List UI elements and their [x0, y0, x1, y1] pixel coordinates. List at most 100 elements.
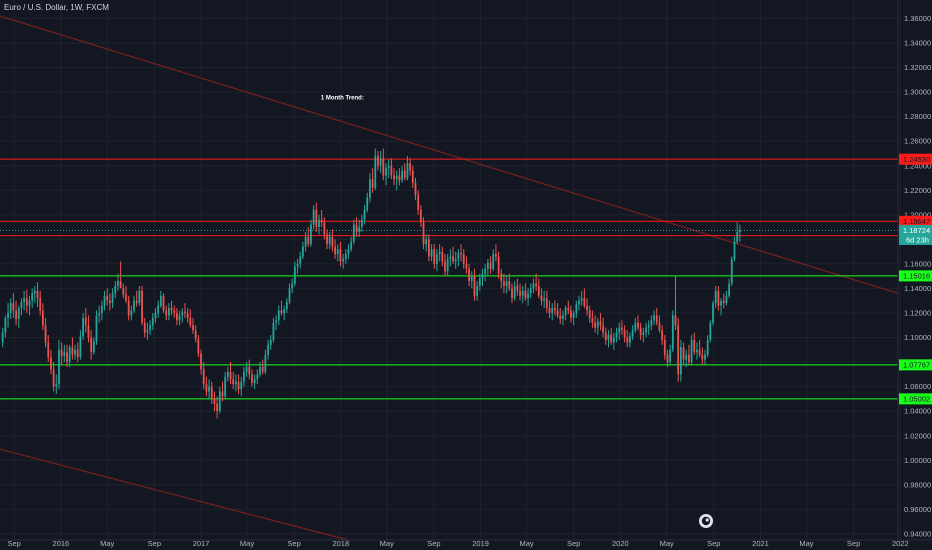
- candle[interactable]: [339, 241, 342, 267]
- candle[interactable]: [551, 303, 554, 321]
- candle[interactable]: [157, 300, 160, 318]
- candle[interactable]: [90, 330, 93, 360]
- candle[interactable]: [117, 273, 119, 291]
- candle[interactable]: [17, 305, 20, 328]
- candle[interactable]: [267, 339, 269, 360]
- candle[interactable]: [663, 335, 666, 360]
- candle[interactable]: [666, 349, 669, 367]
- candle[interactable]: [556, 303, 559, 318]
- candle[interactable]: [245, 362, 248, 377]
- candle[interactable]: [441, 246, 444, 267]
- candle[interactable]: [109, 293, 111, 311]
- candle[interactable]: [580, 290, 583, 306]
- candle[interactable]: [210, 381, 213, 404]
- candle[interactable]: [473, 268, 476, 301]
- candle[interactable]: [626, 330, 629, 348]
- candle[interactable]: [87, 315, 90, 343]
- candle[interactable]: [623, 325, 626, 343]
- candle[interactable]: [60, 342, 63, 365]
- candle[interactable]: [149, 320, 152, 336]
- candle[interactable]: [371, 168, 374, 193]
- candle[interactable]: [68, 344, 71, 367]
- candle[interactable]: [615, 327, 618, 343]
- candle[interactable]: [310, 219, 312, 247]
- candle[interactable]: [382, 148, 385, 181]
- candle[interactable]: [342, 254, 345, 269]
- candle[interactable]: [465, 256, 468, 274]
- candle[interactable]: [216, 396, 219, 419]
- candle[interactable]: [189, 309, 192, 328]
- candle[interactable]: [299, 251, 302, 269]
- candle[interactable]: [63, 344, 66, 363]
- candle[interactable]: [84, 308, 87, 333]
- candle[interactable]: [291, 278, 294, 294]
- candle[interactable]: [307, 227, 310, 247]
- candle[interactable]: [154, 308, 157, 323]
- candle[interactable]: [497, 251, 500, 279]
- candle[interactable]: [296, 258, 299, 274]
- candle[interactable]: [315, 202, 318, 232]
- candle[interactable]: [685, 349, 688, 367]
- candle[interactable]: [470, 271, 473, 289]
- candle[interactable]: [331, 229, 334, 252]
- candle[interactable]: [41, 303, 44, 331]
- candle[interactable]: [620, 320, 623, 336]
- candle[interactable]: [548, 300, 551, 318]
- candle[interactable]: [427, 234, 430, 262]
- candle[interactable]: [535, 273, 538, 291]
- candle[interactable]: [74, 344, 76, 360]
- candle[interactable]: [650, 315, 653, 331]
- candle[interactable]: [559, 308, 562, 324]
- candle[interactable]: [505, 276, 508, 294]
- candle[interactable]: [545, 290, 548, 313]
- candle[interactable]: [436, 249, 438, 272]
- candle[interactable]: [71, 337, 74, 360]
- candle[interactable]: [7, 303, 9, 328]
- candle[interactable]: [23, 290, 26, 311]
- candle[interactable]: [527, 288, 529, 306]
- candle[interactable]: [36, 282, 39, 307]
- candle[interactable]: [733, 236, 736, 262]
- candle[interactable]: [717, 285, 720, 311]
- candle[interactable]: [234, 374, 237, 392]
- candle[interactable]: [575, 300, 578, 318]
- candle[interactable]: [433, 244, 436, 269]
- candle[interactable]: [478, 273, 481, 291]
- candle[interactable]: [722, 293, 725, 309]
- candle[interactable]: [167, 303, 170, 321]
- candle[interactable]: [454, 251, 457, 269]
- candle[interactable]: [521, 285, 524, 304]
- candle[interactable]: [58, 339, 60, 390]
- candle[interactable]: [366, 192, 369, 213]
- candle[interactable]: [111, 288, 114, 309]
- candle[interactable]: [350, 236, 353, 252]
- candle[interactable]: [484, 263, 487, 282]
- candle[interactable]: [302, 241, 304, 259]
- candle[interactable]: [524, 283, 527, 301]
- candle[interactable]: [583, 288, 586, 309]
- candle[interactable]: [52, 362, 55, 392]
- candle[interactable]: [588, 305, 591, 323]
- candle[interactable]: [537, 278, 540, 299]
- candle[interactable]: [495, 244, 497, 262]
- candle[interactable]: [476, 281, 479, 301]
- candle[interactable]: [728, 278, 731, 299]
- candle[interactable]: [452, 246, 454, 264]
- candle[interactable]: [95, 310, 98, 345]
- candle[interactable]: [411, 165, 414, 188]
- candle[interactable]: [674, 276, 677, 331]
- candle[interactable]: [47, 335, 50, 363]
- candle[interactable]: [500, 268, 503, 289]
- trendline[interactable]: [0, 448, 349, 541]
- candle[interactable]: [143, 317, 146, 338]
- candle[interactable]: [328, 231, 331, 250]
- tradingview-logo-icon[interactable]: [699, 514, 713, 528]
- candle[interactable]: [224, 371, 227, 399]
- candle[interactable]: [98, 305, 101, 323]
- candle[interactable]: [736, 222, 739, 245]
- candle[interactable]: [344, 249, 347, 264]
- candle[interactable]: [570, 305, 572, 323]
- candle[interactable]: [226, 366, 229, 382]
- candle[interactable]: [146, 322, 149, 340]
- candle[interactable]: [213, 391, 216, 412]
